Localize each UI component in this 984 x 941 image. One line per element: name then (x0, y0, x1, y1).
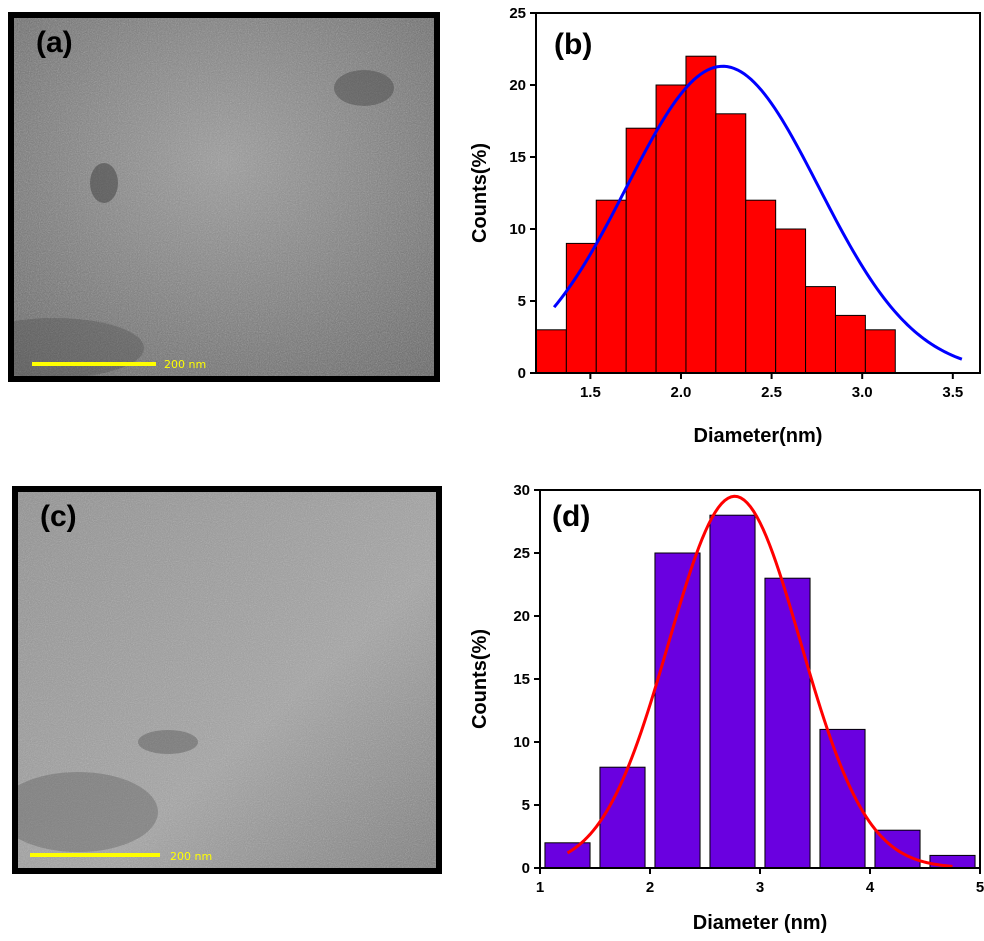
fit-curve-d (566, 494, 953, 868)
bar-b-1 (565, 242, 597, 374)
xtick-label-b-3: 3.0 (852, 384, 873, 401)
bar-d-3 (709, 514, 756, 869)
yaxis-label-b: Counts(%) (469, 143, 491, 243)
xaxis-label-d: Diameter (nm) (693, 912, 827, 934)
ytick-label-b-5: 25 (509, 5, 526, 22)
bar-b-8 (775, 228, 807, 374)
bar-b-7 (745, 199, 777, 374)
bar-d-0 (544, 842, 591, 869)
xtick-label-d-3: 4 (866, 879, 875, 896)
scale-label-a: 200 nm (164, 358, 206, 371)
scale-bar-c (30, 853, 160, 857)
ytick-label-b-4: 20 (509, 77, 526, 94)
tem-texture-a: 200 nm (14, 18, 434, 376)
xtick-label-d-2: 3 (756, 879, 764, 896)
xaxis-label-b: Diameter(nm) (694, 425, 823, 447)
bar-d-4 (764, 577, 811, 869)
fit-curve-b (552, 64, 963, 361)
bar-d-2 (654, 552, 701, 869)
panel-label-d: (d) (552, 500, 591, 533)
ytick-label-b-1: 5 (518, 293, 526, 310)
bar-b-3 (625, 127, 657, 374)
bar-d-5 (819, 728, 866, 869)
bar-b-5 (685, 55, 717, 374)
ytick-label-d-1: 5 (522, 797, 530, 814)
bar-b-6 (715, 113, 747, 374)
xtick-label-b-4: 3.5 (942, 384, 963, 401)
bar-d-1 (599, 766, 646, 869)
xtick-label-b-1: 2.0 (671, 384, 692, 401)
tem-image-c: 200 nm (c) (12, 486, 442, 874)
scale-label-c: 200 nm (170, 850, 212, 863)
ytick-label-b-2: 10 (509, 221, 526, 238)
ytick-label-d-2: 10 (513, 734, 530, 751)
ytick-label-d-3: 15 (513, 671, 530, 688)
xtick-label-b-2: 2.5 (761, 384, 782, 401)
xtick-label-d-0: 1 (536, 879, 544, 896)
bar-b-11 (864, 329, 896, 374)
xtick-label-d-4: 5 (976, 879, 984, 896)
ytick-label-b-3: 15 (509, 149, 526, 166)
histogram-d: 0 5 10 15 20 25 30 1 2 3 4 5 Diameter (nm) Counts(%) … (456, 474, 984, 936)
tem-texture-c: 200 nm (18, 492, 436, 868)
bar-b-9 (805, 286, 836, 374)
ytick-label-d-6: 30 (513, 482, 530, 499)
panel-label-b: (b) (554, 28, 593, 61)
bar-b-4 (655, 84, 687, 374)
panel-label-c: (c) (40, 500, 77, 533)
ytick-label-d-5: 25 (513, 545, 530, 562)
ytick-label-d-4: 20 (513, 608, 530, 625)
bar-b-2 (595, 199, 627, 374)
tem-image-a: 200 nm (a) (8, 12, 440, 382)
chart-d-svg: 0 5 10 15 20 25 30 1 2 3 4 5 Diameter (nm) Counts(%) (469, 482, 984, 934)
bar-b-0 (535, 329, 567, 374)
xtick-label-b-0: 1.5 (580, 384, 601, 401)
ytick-label-d-0: 0 (522, 860, 530, 877)
panel-label-a: (a) (36, 26, 73, 59)
xtick-label-d-1: 2 (646, 879, 654, 896)
yaxis-label-d: Counts(%) (469, 629, 491, 729)
scale-bar-a (32, 362, 156, 366)
bar-b-10 (834, 314, 866, 374)
plot-frame-b (535, 12, 981, 374)
chart-b-svg: 0 5 10 15 20 25 1.5 2.0 2.5 3.0 3.5 Diameter(nm) Cou… (469, 5, 981, 447)
ytick-label-b-0: 0 (518, 365, 526, 382)
histogram-b: 0 5 10 15 20 25 1.5 2.0 2.5 3.0 3.5 Diameter(nm) Cou… (456, 0, 984, 470)
